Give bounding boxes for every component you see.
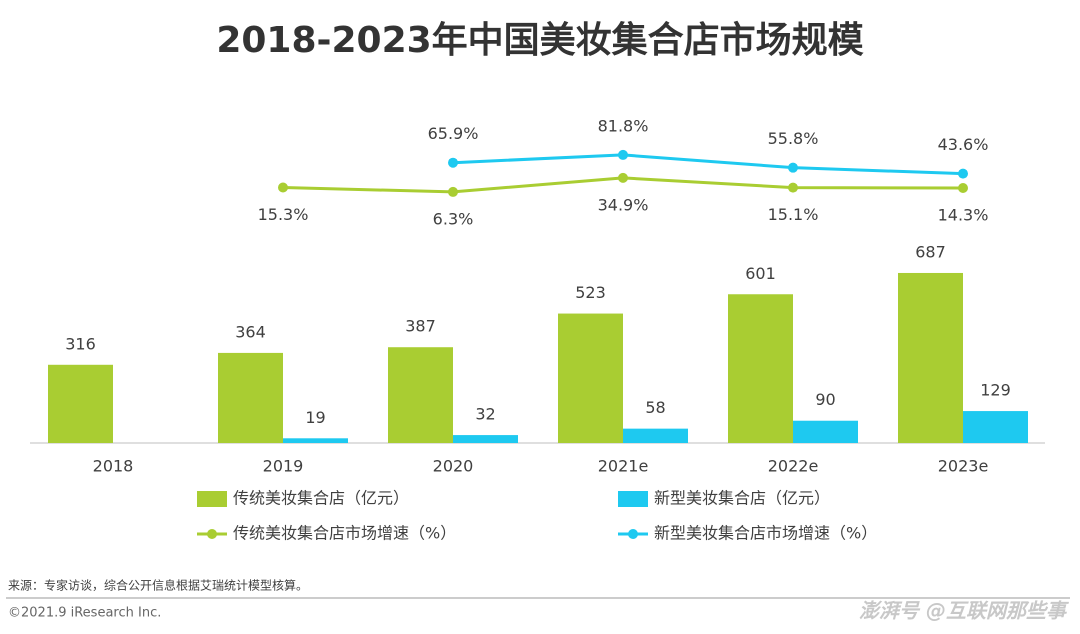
bar-value-label: 32 [475,405,495,424]
x-tick-label: 2019 [263,457,304,476]
bar-value-label: 687 [915,242,946,261]
bar-value-label: 364 [235,322,266,341]
bar [558,313,623,443]
x-tick-label: 2021e [598,457,649,476]
copyright: ©2021.9 iResearch Inc. [8,606,161,621]
x-tick-label: 2020 [433,457,474,476]
legend-label: 新型美妆集合店市场增速（%） [654,524,877,543]
legend-swatch [197,491,227,507]
line [452,153,964,176]
bar [898,272,963,443]
bar-value-label: 316 [65,334,96,353]
bar [793,420,858,443]
line-value-label: 43.6% [938,135,989,154]
legend-label: 传统美妆集合店市场增速（%） [233,524,456,543]
bar-value-label: 387 [405,317,436,336]
line-value-label: 6.3% [433,209,474,228]
x-tick-label: 2018 [93,457,134,476]
bar-value-label: 523 [575,283,606,302]
line-point [788,182,798,193]
line-point [958,168,968,179]
line-value-label: 34.9% [598,195,649,214]
chart-title: 2018-2023年中国美妆集合店市场规模 [216,20,863,61]
line-point [278,182,288,193]
legend-label: 传统美妆集合店（亿元） [233,489,409,508]
source-note: 来源：专家访谈，综合公开信息根据艾瑞统计模型核算。 [8,578,308,593]
line-value-label: 55.8% [768,129,819,148]
line-point [448,186,458,197]
line-value-label: 14.3% [938,205,989,224]
legend-marker [628,529,638,539]
bar [963,411,1028,443]
legend-swatch [618,491,648,507]
line-point [958,182,968,193]
bar [218,352,283,443]
bar-value-label: 58 [645,398,665,417]
bar-value-label: 90 [815,390,835,409]
line-value-label: 81.8% [598,116,649,135]
bar-value-label: 601 [745,264,776,283]
bar [623,428,688,443]
line-value-label: 65.9% [428,124,479,143]
x-tick-label: 2023e [938,457,989,476]
bar [728,294,793,443]
line-value-label: 15.3% [258,205,309,224]
bar-value-label: 19 [305,408,325,427]
line-point [448,157,458,168]
line-point [788,162,798,173]
legend-label: 新型美妆集合店（亿元） [654,489,830,508]
watermark: 澎湃号 @互联网那些事 [859,599,1069,623]
bar [453,435,518,443]
x-tick-label: 2022e [768,457,819,476]
bar [48,364,113,443]
bar-value-label: 129 [980,381,1011,400]
bar [388,347,453,443]
legend-marker [207,529,217,539]
line-value-label: 15.1% [768,205,819,224]
bar [283,438,348,443]
line-point [618,149,628,160]
line-point [618,172,628,183]
